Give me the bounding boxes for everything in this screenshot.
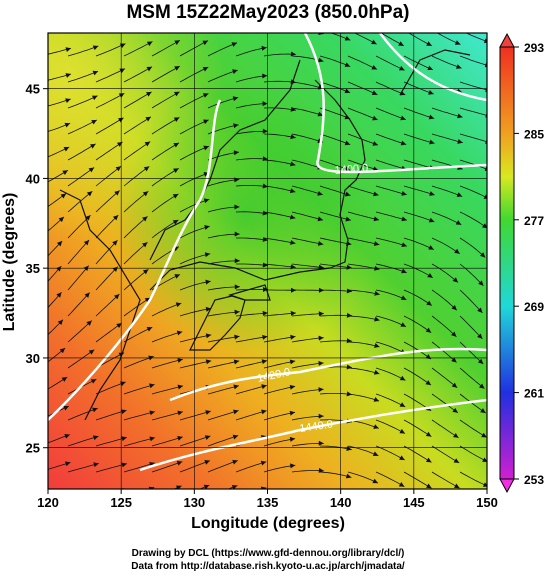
colorbar-extend-low	[500, 479, 514, 492]
colorbar-tick-label: 261	[524, 387, 544, 401]
stream-arrow	[291, 23, 296, 28]
stream-arrow	[372, 506, 379, 513]
x-tick-label: 135	[257, 495, 279, 510]
x-tick-label: 145	[403, 495, 425, 510]
x-tick-label: 120	[37, 495, 59, 510]
plot-area: 1400.0 1420.0 1440.0	[40, 12, 520, 516]
colorbar-tick-label: 253	[524, 473, 544, 487]
y-tick-label: 25	[26, 441, 40, 456]
colorbar-tick-label: 277	[524, 214, 544, 228]
title: MSM 15Z22May2023 (850.0hPa)	[126, 2, 409, 23]
stream-arrow	[454, 509, 461, 516]
streamline	[264, 26, 296, 30]
x-axis-label: Longitude (degrees)	[191, 515, 345, 532]
stream-arrow	[426, 510, 433, 517]
y-axis-label: Latitude (degrees)	[1, 193, 18, 332]
streamline	[292, 497, 324, 498]
credit: Drawing by DCL (https://www.gfd-dennou.o…	[132, 548, 405, 559]
streamline	[488, 30, 518, 40]
colorbar-tick-label: 285	[524, 127, 544, 141]
credit: Data from http://database.rish.kyoto-u.a…	[131, 561, 405, 572]
stream-arrow	[319, 496, 325, 502]
colorbar-scale	[500, 47, 514, 479]
colorbar-tick-label: 269	[524, 300, 544, 314]
streamline	[432, 498, 460, 514]
streamline	[68, 20, 99, 30]
x-tick-label: 125	[110, 495, 132, 510]
streamline	[376, 498, 404, 513]
x-tick-label: 140	[330, 495, 352, 510]
stream-arrow	[290, 490, 295, 495]
stream-arrow	[65, 19, 71, 25]
stream-arrow	[513, 36, 519, 42]
stream-arrow	[513, 505, 519, 511]
colorbar-tick-label: 293	[524, 41, 544, 55]
x-tick-label: 150	[476, 495, 498, 510]
colorbar: 253 261 269 277 285 293	[500, 34, 544, 492]
streamline	[96, 18, 126, 30]
x-tick-label: 130	[183, 495, 205, 510]
streamline	[348, 498, 377, 511]
y-tick-label: 30	[26, 351, 40, 366]
stream-arrow	[93, 18, 99, 24]
streamline	[40, 22, 71, 31]
y-tick-label: 45	[26, 82, 40, 97]
y-tick-label: 40	[26, 171, 40, 186]
colorbar-extend-high	[500, 34, 514, 47]
y-tick-label: 35	[26, 261, 40, 276]
streamline	[68, 490, 99, 498]
